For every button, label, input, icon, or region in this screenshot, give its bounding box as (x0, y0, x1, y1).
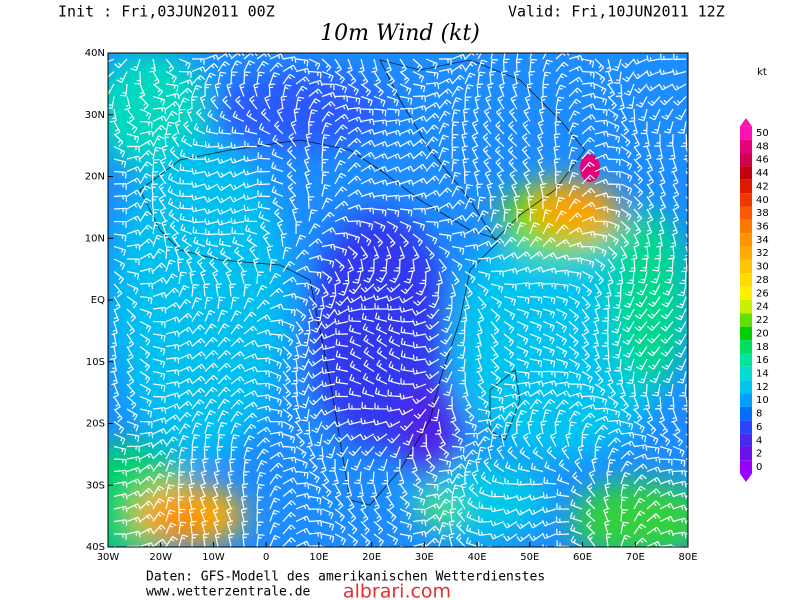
lat-label: 30N (85, 110, 105, 121)
colorbar-label: 18 (756, 342, 769, 353)
data-source: Daten: GFS-Modell des amerikanischen Wet… (146, 570, 545, 585)
colorbar-swatch (740, 366, 752, 381)
colorbar-label: 4 (756, 435, 762, 446)
colorbar-label: 36 (756, 222, 769, 233)
colorbar-label: 24 (756, 302, 769, 313)
colorbar-swatch (740, 380, 752, 394)
lon-label: 10W (202, 552, 225, 563)
colorbar-label: 28 (756, 275, 769, 286)
colorbar-label: 16 (756, 355, 769, 366)
colorbar-swatch (740, 166, 752, 180)
colorbar-swatch (740, 446, 752, 461)
lon-label: 30E (415, 552, 434, 563)
lon-label: 70E (626, 552, 645, 563)
lat-label: 10N (85, 233, 105, 244)
colorbar-swatch (740, 259, 752, 274)
colorbar-swatch (740, 433, 752, 447)
website: www.wetterzentrale.de (146, 585, 311, 600)
lon-label: 10E (309, 552, 328, 563)
lon-label: 50E (520, 552, 539, 563)
lat-label: 20N (85, 172, 105, 183)
watermark: albrari.com (343, 581, 451, 600)
colorbar-label: 44 (756, 168, 769, 179)
colorbar-label: 40 (756, 195, 769, 206)
lon-label: 30W (97, 552, 120, 563)
colorbar-label: 38 (756, 208, 769, 219)
colorbar-label: 10 (756, 395, 769, 406)
lon-label: 20W (149, 552, 172, 563)
colorbar-swatch (740, 246, 752, 260)
colorbar-label: 12 (756, 382, 769, 393)
colorbar-label: 32 (756, 248, 769, 259)
valid-time: Valid: Fri,10JUN2011 12Z (508, 3, 725, 21)
init-time: Init : Fri,03JUN2011 00Z (58, 3, 275, 21)
map-title: 10m Wind (kt) (320, 21, 480, 46)
colorbar-label: 48 (756, 141, 769, 152)
colorbar-swatch (740, 340, 752, 354)
colorbar-swatch (740, 286, 752, 300)
lat-label: 20S (86, 419, 105, 430)
colorbar-swatch (740, 153, 752, 167)
lon-label: 20E (362, 552, 381, 563)
colorbar-swatch (740, 179, 752, 194)
lon-label: 60E (573, 552, 592, 563)
colorbar-label: 30 (756, 262, 769, 273)
colorbar-swatch (740, 193, 752, 207)
colorbar-swatch (740, 219, 752, 234)
colorbar-label: 2 (756, 449, 762, 460)
colorbar-label: 0 (756, 462, 762, 473)
colorbar-swatch (740, 139, 752, 154)
colorbar-label: 22 (756, 315, 769, 326)
colorbar-arrow-bottom (740, 473, 752, 482)
colorbar-label: 26 (756, 288, 769, 299)
colorbar-label: 42 (756, 181, 769, 192)
lat-label: 40S (86, 542, 105, 553)
colorbar-swatch (740, 313, 752, 327)
wind-barbs (108, 53, 688, 547)
colorbar-swatch (740, 393, 752, 407)
colorbar-label: 50 (756, 128, 769, 139)
colorbar-label: 20 (756, 328, 769, 339)
colorbar-label: 14 (756, 368, 769, 379)
colorbar-label: 8 (756, 409, 762, 420)
colorbar-swatch (740, 300, 752, 314)
lon-label: 80E (678, 552, 697, 563)
colorbar-label: 34 (756, 235, 769, 246)
lon-label: 40E (468, 552, 487, 563)
colorbar-swatch (740, 126, 752, 140)
lat-label: 40N (85, 48, 105, 59)
colorbar-swatch (740, 326, 752, 341)
colorbar-arrow-top (740, 118, 752, 127)
map-field (108, 53, 688, 547)
colorbar-swatch (740, 353, 752, 367)
lat-label: 10S (86, 357, 105, 368)
colorbar-swatch (740, 206, 752, 220)
colorbar-unit: kt (757, 67, 767, 78)
colorbar-swatch (740, 460, 752, 474)
colorbar-label: 46 (756, 155, 769, 166)
lat-label: 30S (86, 480, 105, 491)
colorbar-swatch (740, 420, 752, 434)
colorbar-swatch (740, 406, 752, 421)
colorbar-swatch (740, 233, 752, 247)
colorbar-swatch (740, 273, 752, 287)
colorbar-label: 6 (756, 422, 762, 433)
lon-label: 0 (263, 552, 269, 563)
lat-label: EQ (91, 295, 105, 306)
